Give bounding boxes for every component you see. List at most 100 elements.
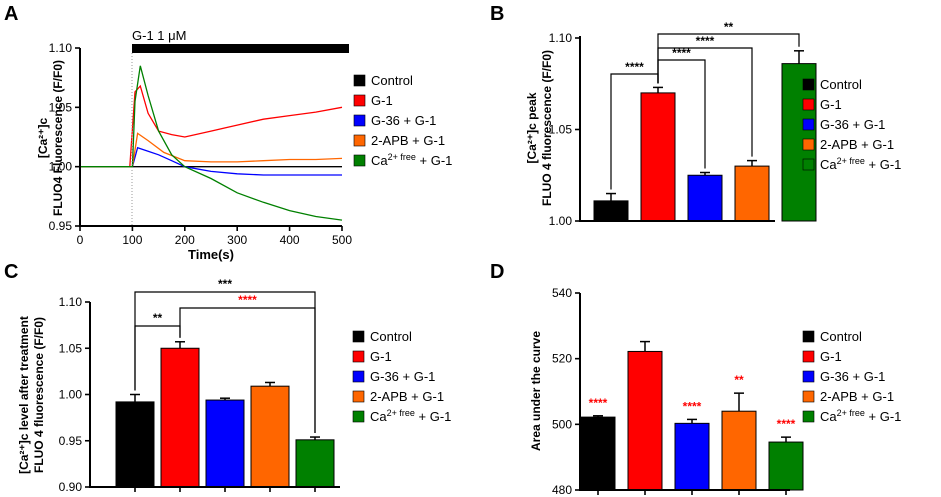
legend-label-apb: 2-APB + G-1 — [370, 389, 444, 404]
legend-swatch-g1 — [802, 98, 815, 111]
panel-d-y-label: Area under the curve — [529, 331, 543, 451]
legend-panel-b: Control G-1 G-36 + G-1 2-APB + G-1 Ca2+ free… — [802, 77, 901, 172]
legend-swatch-g1 — [352, 350, 365, 363]
bar-g1 — [627, 350, 663, 491]
legend-swatch-free — [802, 158, 815, 171]
y-tick-label: 1.00 — [49, 160, 73, 174]
legend-label-g1: G-1 — [820, 349, 842, 364]
y-tick-label: 1.05 — [59, 341, 83, 355]
legend-swatch-free — [353, 154, 366, 167]
panel-a-y-label-1: [Ca²⁺]c — [36, 118, 50, 159]
x-tick-label: 0 — [77, 233, 84, 247]
legend-superscript: 2+ free — [837, 408, 865, 418]
significance-stars: **** — [589, 396, 608, 410]
treatment-bar — [132, 44, 349, 53]
legend-label-g36: G-36 + G-1 — [820, 369, 885, 384]
bar-apb — [721, 410, 757, 491]
bar-free — [768, 441, 804, 491]
bar-apb — [250, 385, 290, 488]
panel-a-line-chart: 0 100 200 300 400 500 0.95 1.00 1.05 1.10 G-1 1 μ… — [36, 28, 352, 262]
legend-label-control: Control — [371, 73, 413, 88]
legend-swatch-apb — [802, 138, 815, 151]
y-tick-label: 0.90 — [59, 480, 83, 494]
x-tick-label: 200 — [175, 233, 195, 247]
bar-apb — [734, 165, 770, 222]
legend-text-part: + G-1 — [865, 409, 902, 424]
significance-stars: ** — [724, 20, 734, 34]
legend-swatch-control — [353, 74, 366, 87]
legend-swatch-g36 — [802, 370, 815, 383]
y-tick-label: 1.10 — [59, 295, 83, 309]
y-tick-label: 500 — [552, 417, 572, 431]
y-tick-label: 0.95 — [59, 434, 83, 448]
legend-label-apb: 2-APB + G-1 — [371, 133, 445, 148]
legend-label-apb: 2-APB + G-1 — [820, 137, 894, 152]
x-tick-label: 300 — [227, 233, 247, 247]
panel-c-letter: C — [4, 261, 18, 283]
legend-panel-c: Control G-1 G-36 + G-1 2-APB + G-1 Ca2+ free… — [352, 329, 451, 424]
legend-label-control: Control — [820, 77, 862, 92]
legend-text-part: Ca — [820, 409, 837, 424]
panel-b-y-label-1: [Ca²⁺]c peak — [525, 92, 539, 163]
legend-label-apb: 2-APB + G-1 — [820, 389, 894, 404]
panel-c-bar-chart: 0.900.951.001.051.10 ********* [Ca²⁺]c l… — [17, 277, 340, 494]
y-tick-label: 1.10 — [549, 31, 573, 45]
x-tick-label: 500 — [332, 233, 352, 247]
series-line-free — [80, 65, 343, 221]
legend-text-part: + G-1 — [416, 153, 453, 168]
significance-bracket — [179, 307, 316, 434]
y-tick-label: 520 — [552, 352, 572, 366]
bar-control — [115, 401, 155, 488]
legend-text-part: + G-1 — [865, 157, 902, 172]
y-tick-label: 1.05 — [549, 123, 573, 137]
legend-swatch-control — [802, 78, 815, 91]
panel-b-letter: B — [490, 3, 504, 25]
bar-g1 — [160, 347, 200, 488]
legend-panel-d: Control G-1 G-36 + G-1 2-APB + G-1 Ca2+ free… — [802, 329, 901, 424]
series-line-g1 — [80, 84, 343, 168]
legend-swatch-g1 — [353, 94, 366, 107]
legend-swatch-control — [802, 330, 815, 343]
legend-swatch-apb — [802, 390, 815, 403]
legend-label-free: Ca2+ free + G-1 — [820, 156, 901, 172]
significance-bracket — [657, 33, 800, 84]
bar-g36 — [674, 422, 710, 491]
significance-stars: **** — [696, 34, 715, 48]
legend-label-control: Control — [370, 329, 412, 344]
panel-b-bar-chart: 1.001.051.10 ************** [Ca²⁺]c peak… — [525, 20, 817, 228]
legend-label-control: Control — [820, 329, 862, 344]
y-tick-label: 1.05 — [49, 100, 73, 114]
significance-stars: **** — [625, 60, 644, 74]
significance-stars: *** — [218, 277, 232, 291]
legend-label-free: Ca2+ free + G-1 — [370, 408, 451, 424]
legend-swatch-g36 — [353, 114, 366, 127]
bar-g36 — [687, 174, 723, 222]
legend-label-g1: G-1 — [371, 93, 393, 108]
legend-label-free: Ca2+ free + G-1 — [371, 152, 452, 168]
significance-stars: **** — [672, 46, 691, 60]
y-tick-label: 1.10 — [49, 41, 73, 55]
legend-swatch-free — [352, 410, 365, 423]
legend-swatch-free — [802, 410, 815, 423]
legend-swatch-control — [352, 330, 365, 343]
legend-label-free: Ca2+ free + G-1 — [820, 408, 901, 424]
x-tick-label: 100 — [122, 233, 142, 247]
legend-text-part: Ca — [370, 409, 387, 424]
y-tick-label: 540 — [552, 286, 572, 300]
bar-control — [593, 200, 629, 222]
significance-stars: **** — [777, 417, 796, 431]
panel-a-x-label: Time(s) — [188, 247, 234, 262]
panel-d-letter: D — [490, 261, 504, 283]
bar-free — [295, 439, 335, 488]
y-tick-label: 0.95 — [49, 219, 73, 233]
legend-superscript: 2+ free — [387, 408, 415, 418]
series-line-apb — [80, 132, 343, 168]
significance-stars: ** — [734, 373, 744, 387]
legend-label-g1: G-1 — [370, 349, 392, 364]
bar-g36 — [205, 399, 245, 488]
significance-stars: **** — [238, 293, 257, 307]
x-tick-label: 400 — [280, 233, 300, 247]
legend-label-g36: G-36 + G-1 — [371, 113, 436, 128]
